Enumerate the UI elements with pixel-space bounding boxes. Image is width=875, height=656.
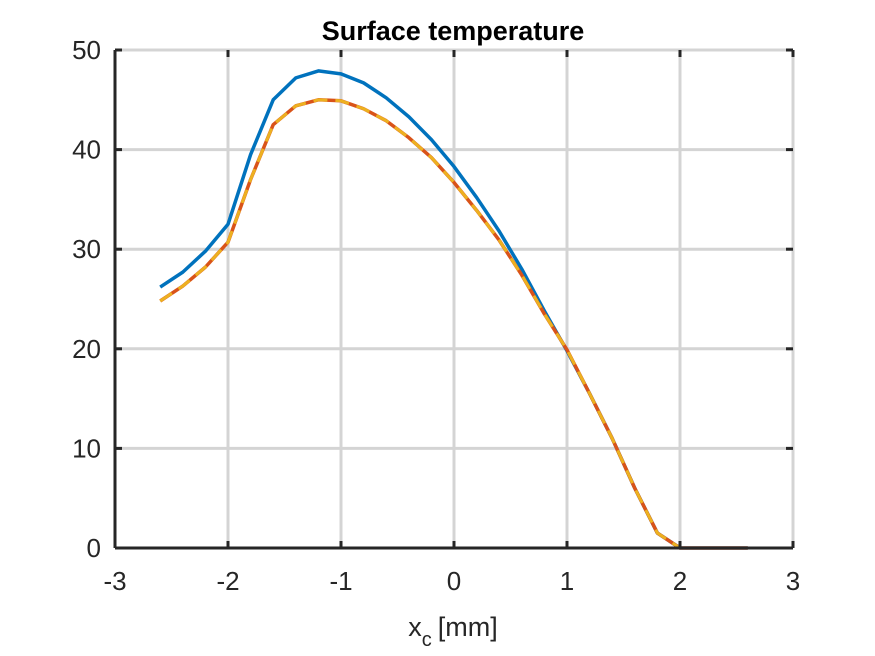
y-tick-label-4: 40: [72, 135, 101, 165]
x-axis-label-main: x: [408, 612, 422, 642]
series-line-2: [159, 98, 748, 550]
x-tick-label-5: 2: [673, 566, 687, 596]
x-tick-label-6: 3: [786, 566, 800, 596]
y-tick-label-5: 50: [72, 35, 101, 65]
x-tick-label-1: -2: [216, 566, 239, 596]
y-tick-label-3: 30: [72, 234, 101, 264]
x-tick-label-3: 0: [447, 566, 461, 596]
x-axis-label-subscript: c: [422, 629, 432, 651]
y-tick-label-2: 20: [72, 334, 101, 364]
x-axis-label-unit: [mm]: [438, 612, 498, 642]
x-axis-label: xc [mm]: [408, 612, 498, 651]
x-tick-label-2: -1: [329, 566, 352, 596]
series-lines: [159, 69, 748, 550]
y-tick-label-1: 10: [72, 433, 101, 463]
x-tick-label-4: 1: [560, 566, 574, 596]
x-tick-label-0: -3: [103, 566, 126, 596]
y-tick-label-0: 0: [87, 533, 101, 563]
axes: [113, 48, 795, 550]
chart-title: Surface temperature: [322, 16, 585, 46]
